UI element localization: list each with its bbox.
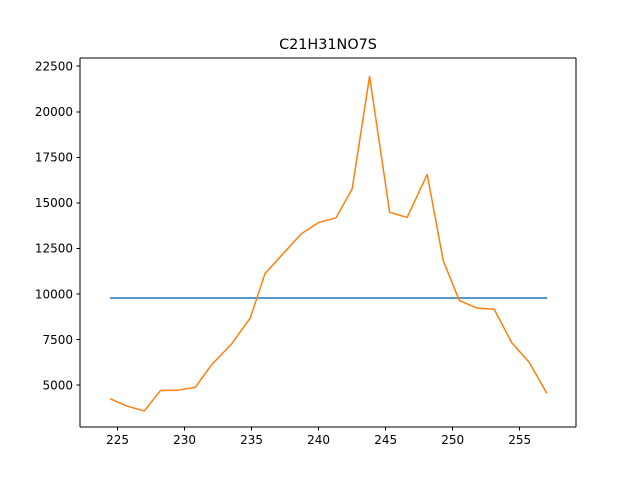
- y-tick-label: 12500: [35, 242, 73, 256]
- x-tick-label: 250: [441, 433, 464, 447]
- series-layer: [109, 75, 548, 412]
- plot-frame: [79, 57, 577, 428]
- y-tick-label: 5000: [42, 378, 73, 392]
- y-axis: 5000 7500 10000 12500 15000 17500 20000 22500: [35, 60, 80, 392]
- y-tick-label: 7500: [42, 333, 73, 347]
- x-axis: 225 230 235 240 245 250 255: [106, 427, 531, 447]
- x-tick-label: 240: [307, 433, 330, 447]
- y-tick-label: 20000: [35, 105, 73, 119]
- series-line-1: [109, 75, 548, 412]
- x-tick-label: 230: [173, 433, 196, 447]
- x-tick-label: 225: [106, 433, 129, 447]
- y-tick-label: 22500: [35, 60, 73, 74]
- y-tick-label: 15000: [35, 196, 73, 210]
- plot-area-background: [80, 58, 576, 427]
- y-tick-label: 10000: [35, 287, 73, 301]
- y-tick-label: 17500: [35, 151, 73, 165]
- chart-title: C21H31NO7S: [279, 37, 377, 53]
- x-tick-label: 245: [374, 433, 397, 447]
- x-tick-label: 235: [240, 433, 263, 447]
- x-tick-label: 255: [508, 433, 531, 447]
